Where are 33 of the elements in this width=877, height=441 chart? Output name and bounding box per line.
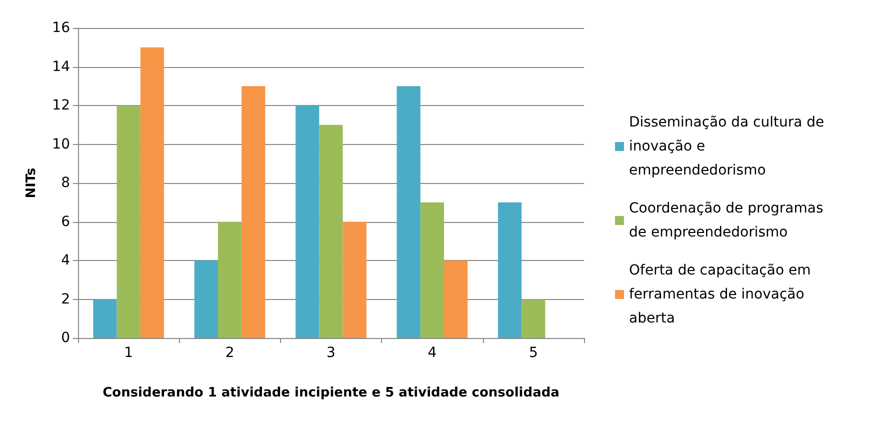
legend-label: Disseminação da cultura de inovação e empreendedorismo — [629, 114, 829, 178]
x-axis-title: Considerando 1 atividade incipiente e 5 atividade consolidada — [102, 386, 560, 400]
y-tick-label: 2 — [61, 291, 70, 308]
bar — [218, 222, 242, 338]
legend-label: Coordenação de programas de empreendedorismo — [629, 200, 828, 240]
bar — [498, 202, 522, 338]
bar — [194, 260, 218, 338]
y-tick-label: 16 — [52, 20, 70, 36]
x-tick-label: 1 — [124, 345, 134, 361]
x-tick-label: 4 — [428, 345, 437, 361]
bar — [522, 299, 546, 338]
bar — [444, 260, 468, 338]
bar — [319, 124, 343, 338]
bar — [116, 106, 140, 338]
y-tick-label: 0 — [61, 330, 70, 346]
bar — [296, 106, 320, 338]
y-tick-label: 8 — [61, 175, 70, 191]
bar — [396, 86, 420, 338]
bar — [242, 86, 266, 338]
y-tick-label: 14 — [52, 58, 70, 75]
x-tick-label: 3 — [326, 345, 336, 361]
bar — [140, 47, 164, 338]
bar — [93, 299, 117, 338]
y-tick-label: 10 — [52, 136, 70, 152]
y-axis-title: NITs — [24, 167, 39, 198]
x-tick-label: 2 — [225, 345, 234, 361]
legend-label: Oferta de capacitação em ferramentas de inovação aberta — [629, 262, 816, 326]
y-tick-label: 4 — [61, 252, 70, 268]
bar — [342, 222, 366, 338]
bar — [420, 202, 444, 338]
y-tick-label: 12 — [52, 98, 70, 114]
x-tick-label: 5 — [528, 345, 538, 361]
y-tick-label: 6 — [61, 214, 70, 230]
